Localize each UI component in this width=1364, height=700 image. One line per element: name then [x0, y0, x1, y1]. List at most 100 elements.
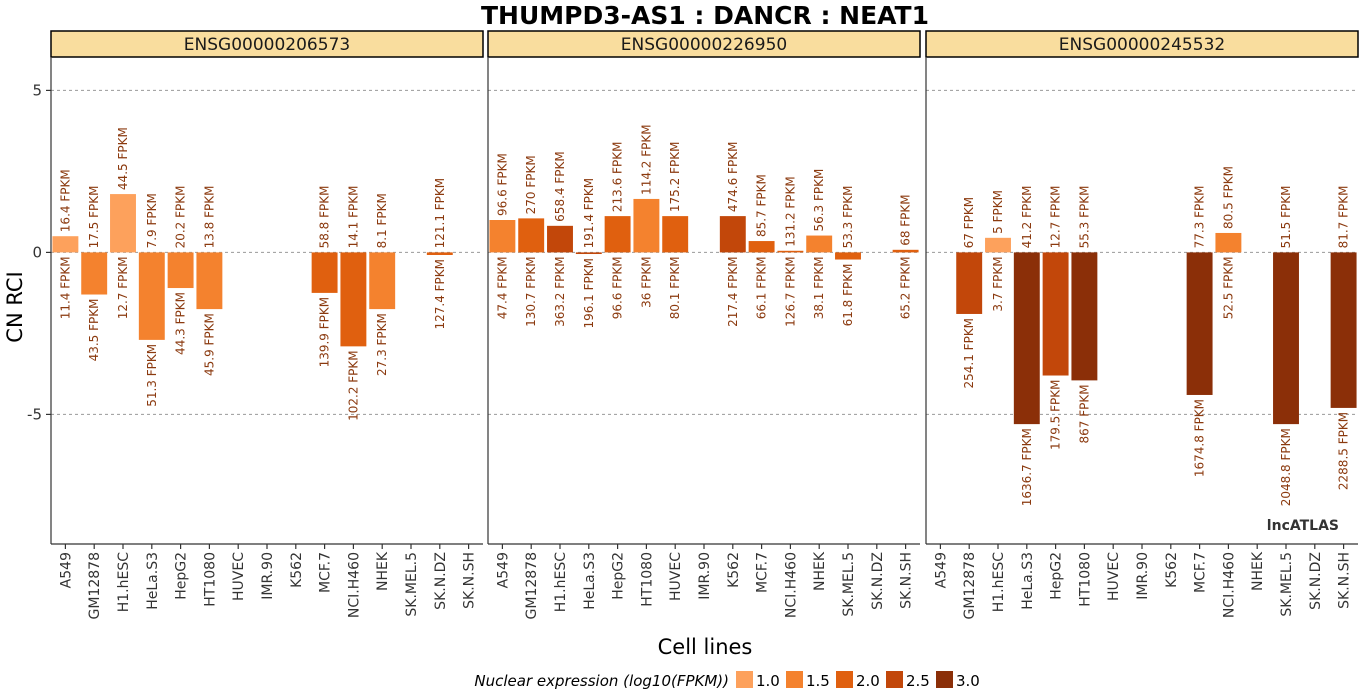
fpkm-label-top: 77.3 FPKM: [1193, 185, 1207, 248]
bar-hepg2: [167, 252, 194, 289]
x-tick-label-nhek: NHEK: [812, 551, 828, 591]
bar-hepg2: [604, 216, 631, 253]
bar-nci.h460: [1215, 232, 1242, 253]
bar-gm12878: [81, 252, 108, 295]
fpkm-label-top: 85.7 FPKM: [755, 174, 769, 237]
legend-label: 2.5: [906, 672, 930, 690]
x-tick-label-huvec: HUVEC: [231, 552, 247, 601]
legend: Nuclear expression (log10(FPKM)) 1.0 1.5 2…: [474, 671, 980, 690]
x-tick-label-h1.hesc: H1.hESC: [116, 552, 132, 612]
x-tick-label-a549: A549: [58, 552, 74, 588]
bar-sk.n.dz: [426, 252, 453, 255]
bar-nci.h460: [340, 252, 367, 347]
x-tick-label-imr.90: IMR.90: [1135, 552, 1151, 600]
fpkm-label-top: 270 FPKM: [524, 155, 538, 214]
panel-strip: [487, 30, 921, 58]
fpkm-label-top: 56.3 FPKM: [812, 169, 826, 232]
fpkm-label-top: 44.5 FPKM: [116, 127, 130, 190]
bar-a549: [52, 236, 79, 253]
fpkm-label-bottom: 96.6 FPKM: [611, 256, 625, 319]
bar-k562: [719, 216, 746, 253]
x-tick-label-sk.mel.5: SK.MEL.5: [841, 552, 857, 617]
bar-ht1080: [196, 252, 223, 310]
y-axis-title: CN RCI: [3, 271, 27, 342]
panel-strip: [50, 30, 484, 58]
x-tick-label-sk.mel.5: SK.MEL.5: [1279, 552, 1295, 617]
fpkm-label-bottom: 61.8 FPKM: [841, 264, 855, 327]
fpkm-label-top: 80.5 FPKM: [1221, 166, 1235, 229]
fpkm-label-top: 17.5 FPKM: [87, 185, 101, 248]
x-tick-label-k562: K562: [726, 552, 742, 588]
fpkm-label-bottom: 45.9 FPKM: [202, 313, 216, 376]
fpkm-label-top: 14.1 FPKM: [346, 185, 360, 248]
fpkm-label-bottom: 52.5 FPKM: [1221, 256, 1235, 319]
bar-mcf.7: [1186, 252, 1213, 395]
bar-h1.hesc: [110, 194, 136, 253]
bar-sk.mel.5: [835, 252, 861, 260]
bar-ht1080: [633, 198, 660, 253]
fpkm-label-bottom: 2048.8 FPKM: [1279, 428, 1293, 506]
bar-huvec: [662, 216, 689, 253]
x-tick-label-imr.90: IMR.90: [697, 552, 713, 600]
x-tick-label-ht1080: HT1080: [1077, 552, 1093, 607]
fpkm-label-bottom: 127.4 FPKM: [433, 259, 447, 330]
fpkm-label-bottom: 65.2 FPKM: [899, 256, 913, 319]
bar-sk.n.sh: [892, 249, 919, 253]
panel-strip-label: ENSG00000226950: [621, 35, 787, 55]
x-tick-label-hepg2: HepG2: [1049, 552, 1065, 600]
panel-ensg00000206573: ENSG00000206573 16.4 FPKM 11.4 FPKM A549 17.…: [50, 30, 484, 619]
x-tick-label-k562: K562: [289, 552, 305, 588]
bar-mcf.7: [748, 241, 775, 253]
y-tick-label: -5: [27, 405, 42, 423]
bar-gm12878: [956, 252, 983, 314]
fpkm-label-bottom: 36 FPKM: [639, 256, 653, 307]
panel-ensg00000226950: ENSG00000226950 96.6 FPKM 47.4 FPKM A549 270…: [487, 30, 921, 619]
fpkm-label-top: 8.1 FPKM: [375, 193, 389, 248]
legend-label: 3.0: [956, 672, 980, 690]
fpkm-label-top: 16.4 FPKM: [58, 169, 72, 232]
bar-sk.n.sh: [1330, 252, 1357, 408]
bar-a549: [489, 220, 516, 253]
fpkm-label-top: 7.9 FPKM: [145, 193, 159, 248]
fpkm-label-top: 68 FPKM: [899, 194, 913, 245]
legend-swatch: [886, 671, 903, 688]
x-axis-title: Cell lines: [658, 635, 753, 659]
x-tick-label-sk.n.dz: SK.N.DZ: [1308, 552, 1324, 610]
fpkm-label-top: 96.6 FPKM: [495, 153, 509, 216]
bar-nci.h460: [777, 250, 804, 253]
fpkm-label-top: 175.2 FPKM: [668, 142, 682, 213]
legend-label: 2.0: [856, 672, 880, 690]
x-tick-label-nhek: NHEK: [375, 551, 391, 591]
fpkm-label-top: 55.3 FPKM: [1077, 185, 1091, 248]
fpkm-label-top: 131.2 FPKM: [783, 176, 797, 247]
x-tick-label-mcf.7: MCF.7: [1193, 552, 1209, 593]
panel-strip-label: ENSG00000245532: [1059, 35, 1225, 55]
legend-title: Nuclear expression (log10(FPKM)): [474, 672, 729, 690]
x-tick-label-imr.90: IMR.90: [260, 552, 276, 600]
panel-strip: [925, 30, 1359, 58]
fpkm-label-bottom: 66.1 FPKM: [755, 256, 769, 319]
fpkm-label-bottom: 126.7 FPKM: [783, 256, 797, 327]
x-tick-label-h1.hesc: H1.hESC: [553, 552, 569, 612]
x-tick-label-ht1080: HT1080: [202, 552, 218, 607]
x-tick-label-k562: K562: [1164, 552, 1180, 588]
legend-swatch: [736, 671, 753, 688]
fpkm-label-bottom: 44.3 FPKM: [174, 292, 188, 355]
bar-hela.s3: [575, 252, 602, 255]
x-tick-label-hepg2: HepG2: [611, 552, 627, 600]
x-tick-label-ht1080: HT1080: [639, 552, 655, 607]
fpkm-label-bottom: 1636.7 FPKM: [1020, 428, 1034, 506]
x-tick-label-hela.s3: HeLa.S3: [582, 552, 598, 610]
fpkm-label-top: 121.1 FPKM: [433, 178, 447, 249]
bar-h1.hesc: [547, 225, 573, 253]
fpkm-label-bottom: 139.9 FPKM: [318, 297, 332, 368]
bar-nhek: [806, 235, 833, 253]
fpkm-label-bottom: 196.1 FPKM: [582, 258, 596, 329]
fpkm-label-top: 51.5 FPKM: [1279, 185, 1293, 248]
panels: 5 0 -5 ENSG00000206573 16.4 FPKM 11.4 FPKM A54…: [27, 30, 1359, 619]
fpkm-label-top: 13.8 FPKM: [202, 185, 216, 248]
x-tick-label-gm12878: GM12878: [87, 552, 103, 619]
bar-hela.s3: [1013, 252, 1040, 425]
x-tick-label-a549: A549: [933, 552, 949, 588]
